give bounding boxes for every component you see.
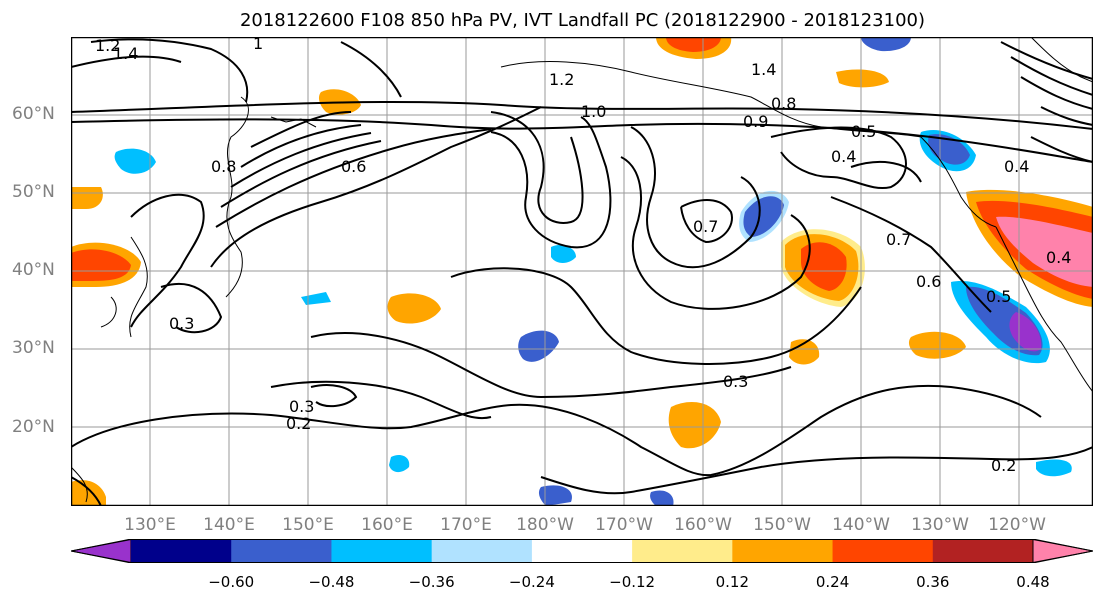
lat-label: 30°N	[12, 338, 55, 358]
map-frame	[71, 37, 1093, 506]
contour-label: 0.7	[693, 217, 718, 236]
contour-labels: 1.2 1.4 1 1.2 1.0 1.4 0.9 0.8 0.5 0.4 0.…	[95, 37, 1071, 475]
contour-label: 0.4	[1004, 157, 1029, 176]
contour-label: 1	[253, 37, 263, 53]
lon-label: 140°W	[832, 515, 890, 535]
colorbar-extend-max	[1032, 539, 1093, 563]
lon-label: 170°E	[440, 515, 492, 535]
colorbar-segment	[832, 539, 934, 563]
lon-label: 130°W	[911, 515, 969, 535]
colorbar-segment	[231, 539, 332, 563]
coastlines	[71, 37, 1093, 503]
colorbar-extend-min	[71, 539, 132, 563]
lon-label: 130°E	[124, 515, 176, 535]
colorbar-segment	[632, 539, 733, 563]
colorbar-tick-label: 0.36	[916, 573, 950, 591]
contour-label: 0.5	[986, 287, 1011, 306]
colorbar-segment	[431, 539, 533, 563]
lon-label: 150°E	[282, 515, 334, 535]
colorbar-segment	[131, 539, 232, 563]
lon-label: 150°W	[753, 515, 811, 535]
colorbar-tick-label: −0.48	[308, 573, 355, 591]
contour-label: 0.8	[211, 157, 236, 176]
contour-label: 0.8	[771, 94, 796, 113]
lat-label: 20°N	[12, 417, 55, 437]
contour-label: 0.2	[286, 414, 311, 433]
contour-label: 1.4	[113, 44, 138, 63]
contour-label: 1.2	[95, 37, 120, 55]
lon-label: 160°W	[674, 515, 732, 535]
contour-label: 0.6	[916, 272, 941, 291]
contour-label: 0.3	[169, 314, 194, 333]
lon-label: 120°W	[988, 515, 1046, 535]
lon-label: 160°E	[361, 515, 413, 535]
contour-label: 0.7	[886, 230, 911, 249]
colorbar-tick-label: −0.60	[208, 573, 255, 591]
colorbar-tick-label: −0.12	[609, 573, 656, 591]
contour-label: 0.9	[743, 112, 768, 131]
lon-label: 180°W	[516, 515, 574, 535]
pv-shading	[71, 37, 1093, 506]
map-panel: 1.2 1.4 1 1.2 1.0 1.4 0.9 0.8 0.5 0.4 0.…	[71, 37, 1093, 506]
contour-label: 1.4	[751, 60, 776, 79]
colorbar-tick-label: 0.48	[1016, 573, 1050, 591]
contour-label: 0.3	[723, 372, 748, 391]
ivt-contours	[71, 38, 1093, 506]
contour-label: 1.0	[581, 102, 606, 121]
lat-label: 40°N	[12, 260, 55, 280]
lon-label: 140°E	[203, 515, 255, 535]
contour-label: 0.2	[991, 456, 1016, 475]
colorbar-tick-label: −0.36	[408, 573, 455, 591]
contour-label: 0.3	[289, 397, 314, 416]
contour-label: 1.2	[549, 70, 574, 89]
contour-label: 0.4	[1046, 248, 1071, 267]
contour-label: 0.4	[831, 147, 856, 166]
contour-label: 0.5	[851, 122, 876, 141]
colorbar-segment	[331, 539, 433, 563]
colorbar-segment	[732, 539, 834, 563]
lat-label: 60°N	[12, 104, 55, 124]
colorbar	[71, 539, 1093, 563]
colorbar-segment	[531, 539, 633, 563]
lon-label: 170°W	[595, 515, 653, 535]
colorbar-tick-label: −0.24	[508, 573, 555, 591]
colorbar-tick-label: 0.24	[815, 573, 850, 591]
lat-label: 50°N	[12, 182, 55, 202]
colorbar-frame	[71, 539, 1093, 563]
contour-label: 0.6	[341, 157, 366, 176]
colorbar-tick-label: 0.12	[715, 573, 750, 591]
colorbar-segment	[932, 539, 1034, 563]
map-title: 2018122600 F108 850 hPa PV, IVT Landfall…	[239, 10, 926, 31]
